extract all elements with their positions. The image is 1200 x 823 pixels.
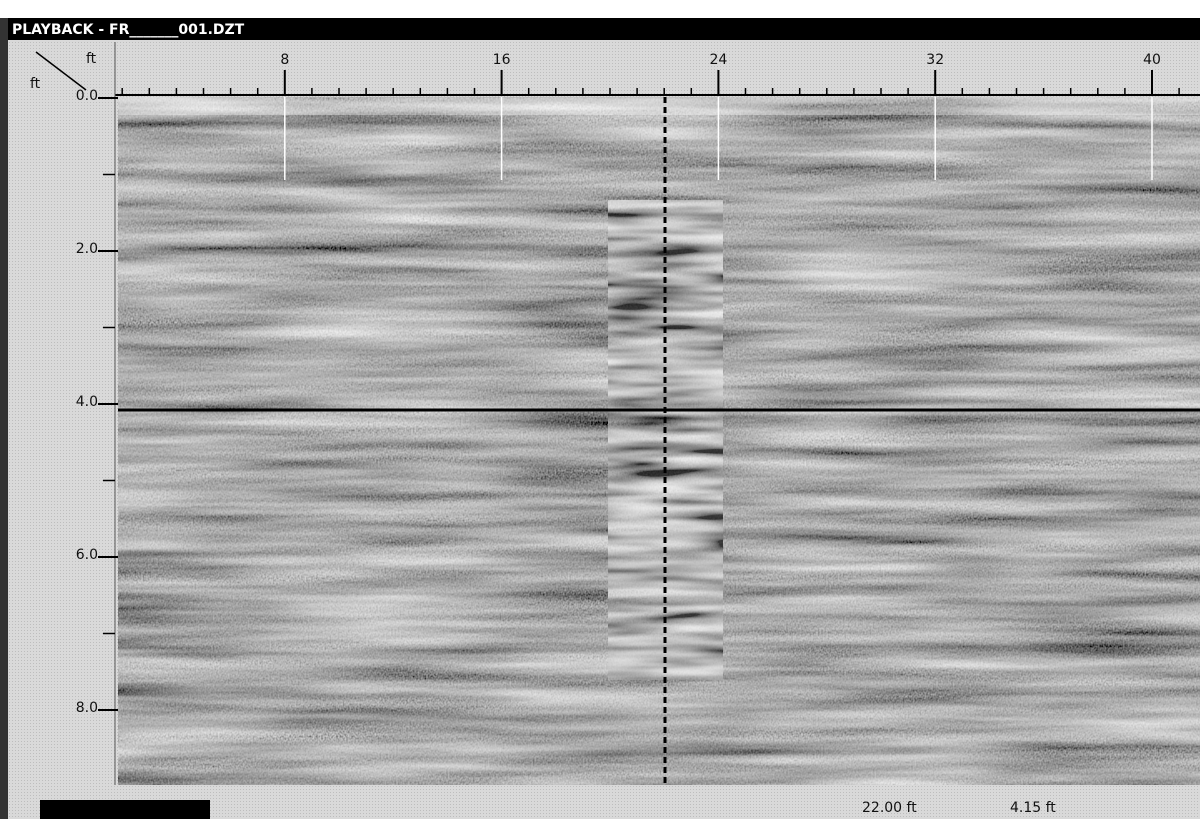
status-box: [40, 800, 210, 819]
x-tick-label: 40: [1143, 52, 1161, 68]
x-unit: ft: [86, 51, 97, 67]
window-title: PLAYBACK - FR_______001.DZT: [12, 22, 245, 38]
x-tick-label: 32: [926, 52, 944, 68]
x-tick-label: 16: [493, 52, 511, 68]
x-tick-label: 8: [280, 52, 289, 68]
y-tick-label: 0.0: [76, 88, 98, 104]
x-tick-label: 24: [709, 52, 727, 68]
y-tick-label: 2.0: [76, 241, 98, 257]
y-tick-label: 6.0: [76, 547, 98, 563]
distance-readout: 22.00 ft: [862, 800, 917, 816]
y-tick-label: 8.0: [76, 700, 98, 716]
left-edge: [0, 18, 8, 819]
gpr-playback-window: PLAYBACK - FR_______001.DZT ft ft 22.00 …: [0, 0, 1200, 819]
y-unit: ft: [30, 76, 41, 92]
surface-band: [118, 97, 1200, 115]
depth-readout: 4.15 ft: [1010, 800, 1056, 816]
x-ruler: [115, 42, 1200, 95]
radargram: [118, 97, 1200, 785]
y-tick-label: 4.0: [76, 394, 98, 410]
